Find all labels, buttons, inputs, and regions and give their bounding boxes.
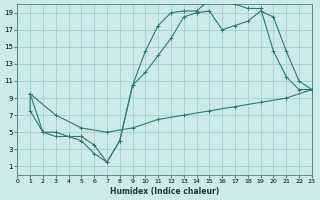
X-axis label: Humidex (Indice chaleur): Humidex (Indice chaleur) bbox=[110, 187, 219, 196]
